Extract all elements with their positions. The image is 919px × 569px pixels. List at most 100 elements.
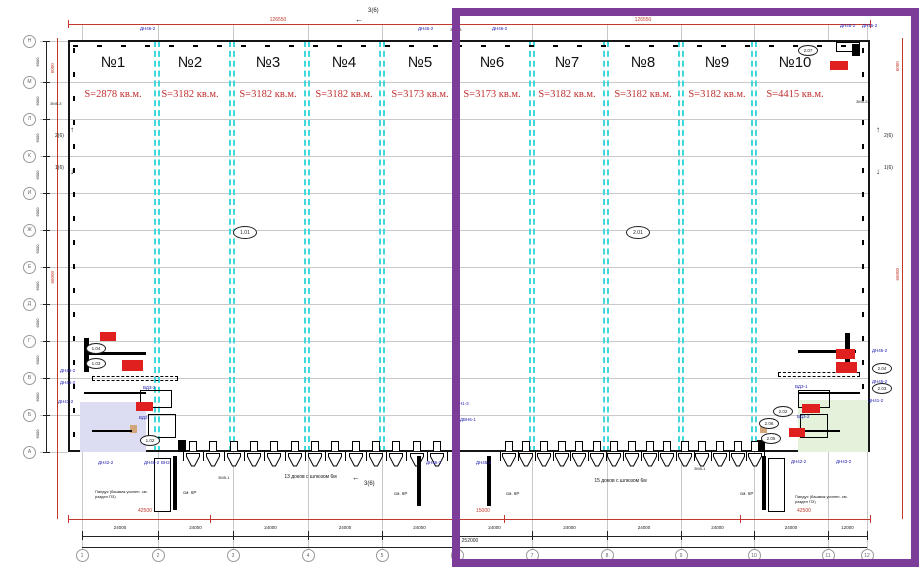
section-number: №1 (100, 54, 126, 71)
grid-line-axis-top (233, 24, 234, 40)
partition-line (379, 41, 385, 452)
red-symbol (802, 404, 820, 413)
partition-line (154, 41, 160, 452)
ramp-wall (173, 456, 177, 510)
annotation: ЗМ5-3 (856, 99, 868, 104)
dock-leveler-icon (287, 453, 302, 468)
grid-line-row (40, 41, 68, 42)
ramp-wall (417, 456, 421, 506)
partition-line (751, 41, 757, 452)
segment-dim-text: 24000 (338, 525, 352, 530)
dock-post (243, 452, 245, 461)
ref-label: ДН46-2 (144, 460, 160, 465)
annotation: ↓ (70, 167, 74, 176)
section-number: №10 (778, 54, 812, 71)
axis-circle-left: Е (23, 260, 36, 274)
dim-tick (158, 531, 159, 540)
dock-airlock (680, 441, 689, 451)
see-ref: см. 6Р (183, 490, 197, 495)
dock-leveler-icon (389, 453, 404, 468)
red-symbol (136, 402, 153, 411)
dock-leveler-icon (572, 453, 587, 468)
room-tag: 2.02 (773, 405, 793, 417)
grid-line-axis (607, 452, 608, 549)
dock-airlock (371, 441, 380, 451)
axis-circle-bottom: 2 (151, 549, 165, 562)
grid-line-axis (382, 452, 383, 549)
grid-line-axis (82, 452, 83, 549)
annotation: ЗМ5-1 (218, 475, 230, 480)
section-number: №7 (554, 54, 580, 71)
ref-label: ДН45-2 (840, 23, 856, 28)
red-symbol (836, 349, 855, 359)
dock-leveler-icon (226, 453, 241, 468)
corner-detail (800, 414, 828, 438)
row-dim-text: 6000 (35, 57, 40, 66)
dock-post (325, 452, 327, 461)
dock-airlock (311, 441, 319, 451)
dock-leveler-icon (368, 453, 383, 468)
ref-label: ДН41-2 (868, 398, 884, 403)
ref-label: ДН45-2 (872, 379, 888, 384)
segment-dim-text: 24000 (563, 525, 576, 530)
dock-airlock (209, 441, 218, 451)
corner-detail (800, 430, 840, 432)
dock-airlock (412, 441, 421, 451)
dock-leveler-icon (519, 453, 534, 468)
dim-tick (43, 81, 50, 83)
grid-line-axis-top (754, 24, 755, 40)
axis-circle-left: И (23, 186, 36, 200)
section-area: S=4415 кв.м. (766, 89, 824, 100)
dock-airlock (270, 441, 279, 451)
row-dim-text: 6000 (35, 392, 40, 401)
annotation: ← (355, 15, 363, 24)
section-number: №5 (407, 54, 433, 71)
section-area: S=3182 кв.м. (614, 89, 672, 100)
dock-airlock (432, 441, 441, 451)
segment-dim-text: 24000 (637, 525, 651, 530)
axis-circle-bottom: 4 (301, 549, 315, 562)
corner-detail (798, 350, 856, 353)
section-area: S=3182 кв.м. (315, 89, 373, 100)
dock-airlock (663, 441, 672, 451)
dim-tick (43, 377, 50, 379)
see-ref: см. 6Р (740, 491, 754, 496)
dock-post (570, 452, 572, 461)
highlight-frame (452, 8, 919, 567)
annotation: ↑ (70, 125, 74, 134)
dim-tick (828, 531, 829, 540)
dock-leveler-icon (695, 453, 710, 468)
axis-circle-left: Б (23, 408, 36, 422)
annotation: 3(6) (364, 481, 375, 487)
segment-dim-text: 24000 (711, 525, 724, 530)
dock-airlock (392, 441, 401, 451)
see-ref: см. 6Р (506, 491, 520, 496)
dock-post (426, 452, 428, 461)
ref-label: ДН46-2 (476, 460, 492, 465)
ref-label: ДН46-2 (60, 380, 76, 385)
dim-tick (43, 303, 50, 305)
dim-tick (43, 118, 50, 120)
bottom-dim-line (82, 536, 867, 537)
annotation: ↑ (876, 125, 880, 134)
red-tick (68, 20, 69, 28)
dock-leveler-icon (247, 453, 262, 468)
dock-note-left: 13 доков с шлюзом 6м (284, 474, 337, 480)
grid-line-axis-top (532, 24, 533, 40)
building-outline (68, 40, 870, 452)
room-fill (130, 425, 137, 433)
room-tag: 2.03 (872, 382, 892, 394)
section-number: №2 (177, 54, 203, 71)
dock-airlock (628, 441, 636, 451)
dock-airlock (522, 441, 531, 451)
dock-post (728, 452, 730, 461)
dim-tick (43, 40, 50, 42)
dock-airlock (610, 441, 619, 451)
ref-label: ДН46-2 (492, 26, 508, 31)
annotation: 2(6) (884, 133, 893, 139)
dock-airlock (189, 441, 198, 451)
grid-line-axis-top (607, 24, 608, 40)
room-tag: 2.04 (872, 362, 892, 374)
corner-detail (178, 440, 186, 452)
